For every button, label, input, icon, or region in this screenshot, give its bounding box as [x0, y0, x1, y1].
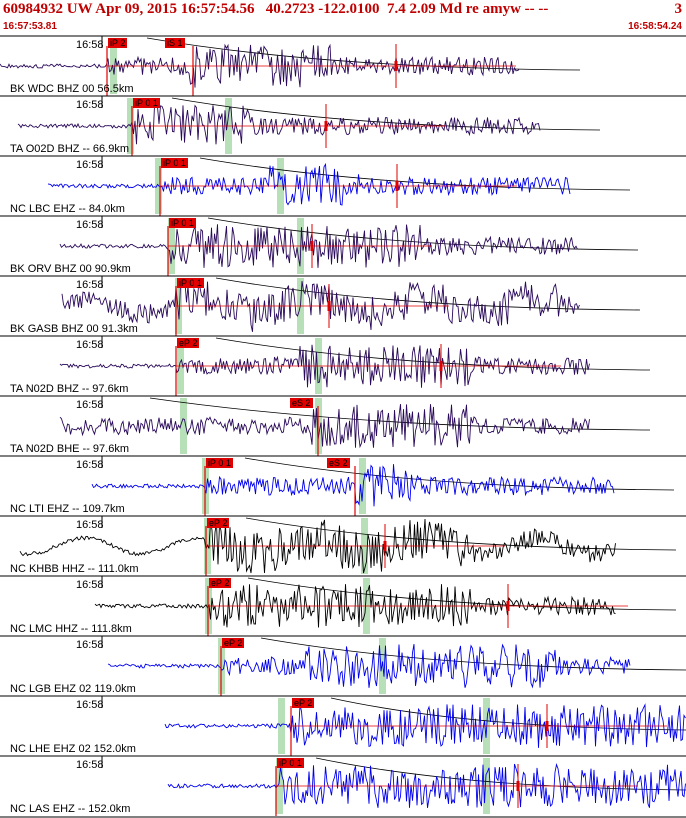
- p-pick-label[interactable]: eP 2: [292, 698, 315, 708]
- station-channel-label: BK WDC BHZ 00 56.5km: [10, 83, 134, 95]
- travel-time-curve: [244, 457, 675, 491]
- amplitude-marker-box: [395, 181, 399, 191]
- window-start-time: 16:57:53.81: [3, 21, 57, 32]
- panel-minute-label: 16:58: [76, 699, 104, 711]
- waveform-trace: [0, 43, 520, 88]
- amplitude-marker-box: [506, 601, 510, 611]
- waveform-trace: [19, 518, 616, 574]
- station-channel-label: NC LBC EHZ -- 84.0km: [10, 203, 125, 215]
- amplitude-marker-box: [383, 541, 387, 551]
- station-channel-label: TA O02D BHZ -- 66.9km: [10, 143, 129, 155]
- waveform-trace: [59, 404, 590, 449]
- s-window: [359, 458, 366, 514]
- travel-time-curve: [146, 37, 581, 71]
- window-end-time: 16:58:54.24: [628, 21, 682, 32]
- amplitude-marker-box: [545, 721, 549, 731]
- p-pick-label[interactable]: eP 2: [177, 338, 200, 348]
- station-channel-label: TA N02D BHE -- 97.6km: [10, 443, 129, 455]
- amplitude-marker-box: [394, 61, 398, 71]
- trace-panel[interactable]: [0, 95, 686, 156]
- station-channel-label: NC LGB EHZ 02 119.0km: [10, 683, 136, 695]
- p-pick-label[interactable]: iP 0 1: [177, 278, 204, 288]
- travel-time-curve: [207, 217, 639, 251]
- station-channel-label: TA N02D BHZ -- 97.6km: [10, 383, 129, 395]
- p-pick-label[interactable]: iP 2: [108, 38, 128, 48]
- p-pick-label[interactable]: eP 2: [222, 638, 245, 648]
- panel-minute-label: 16:58: [76, 459, 104, 471]
- waveform-trace: [107, 643, 631, 689]
- p-window: [278, 698, 285, 754]
- travel-time-curve: [199, 157, 631, 191]
- waveform-trace: [91, 464, 615, 507]
- p-pick-label[interactable]: eP 2: [207, 518, 230, 528]
- trace-panel[interactable]: [0, 695, 686, 756]
- trace-panel[interactable]: [0, 635, 686, 696]
- waveform-trace: [17, 104, 541, 145]
- s-pick-label[interactable]: iS 1: [165, 38, 185, 48]
- p-pick-label[interactable]: iP 0 1: [277, 758, 304, 768]
- waveform-trace: [59, 344, 590, 388]
- p-pick-label[interactable]: iP 0 1: [133, 98, 160, 108]
- panel-minute-label: 16:58: [76, 519, 104, 531]
- station-channel-label: NC KHBB HHZ -- 111.0km: [10, 563, 139, 575]
- waveform-trace: [167, 762, 686, 808]
- amplitude-marker-box: [324, 121, 328, 131]
- waveform-trace: [94, 584, 616, 628]
- travel-time-curve: [171, 97, 601, 131]
- waveform-trace: [59, 224, 578, 268]
- trace-panel[interactable]: [0, 515, 686, 576]
- station-channel-label: NC LMC HHZ -- 111.8km: [10, 623, 132, 635]
- trace-panel[interactable]: [0, 455, 686, 516]
- waveform-trace: [61, 281, 580, 332]
- waveform-trace: [47, 162, 571, 206]
- s-pick-label[interactable]: eS 2: [327, 458, 350, 468]
- panel-minute-label: 16:58: [76, 759, 104, 771]
- p-pick-label[interactable]: eP 2: [209, 578, 232, 588]
- waveform-trace: [164, 703, 686, 748]
- trace-panel[interactable]: [0, 335, 686, 396]
- s-pick-label[interactable]: eS 2: [290, 398, 313, 408]
- amplitude-marker-box: [327, 301, 331, 311]
- trace-panel[interactable]: [0, 275, 686, 336]
- panel-minute-label: 16:58: [76, 99, 104, 111]
- trace-panel[interactable]: [0, 575, 686, 636]
- station-channel-label: BK GASB BHZ 00 91.3km: [10, 323, 138, 335]
- travel-time-curve: [245, 517, 677, 551]
- amplitude-marker-box: [310, 241, 314, 251]
- panel-minute-label: 16:58: [76, 399, 104, 411]
- p-window: [180, 398, 187, 454]
- p-pick-label[interactable]: iP 0 1: [169, 218, 196, 228]
- p-pick-label[interactable]: iP 0 1: [161, 158, 188, 168]
- trace-panel[interactable]: [0, 395, 686, 456]
- amplitude-marker-box: [439, 361, 443, 371]
- panel-minute-label: 16:58: [76, 159, 104, 171]
- panel-minute-label: 16:58: [76, 39, 104, 51]
- amplitude-marker-box: [516, 781, 520, 791]
- travel-time-curve: [260, 637, 686, 671]
- panel-minute-label: 16:58: [76, 219, 104, 231]
- panel-minute-label: 16:58: [76, 579, 104, 591]
- travel-time-curve: [215, 337, 651, 371]
- panel-minute-label: 16:58: [76, 639, 104, 651]
- trace-panel[interactable]: [0, 155, 686, 216]
- trace-panel[interactable]: [0, 755, 686, 816]
- trace-count: 3: [674, 1, 683, 17]
- travel-time-curve: [330, 697, 686, 731]
- station-channel-label: NC LAS EHZ -- 152.0km: [10, 803, 131, 815]
- event-header-title: 60984932 UW Apr 09, 2015 16:57:54.56 40.…: [3, 1, 549, 17]
- p-pick-label[interactable]: iP 0 1: [206, 458, 233, 468]
- trace-panel[interactable]: [0, 35, 686, 96]
- panel-minute-label: 16:58: [76, 339, 104, 351]
- panel-minute-label: 16:58: [76, 279, 104, 291]
- trace-panel[interactable]: [0, 215, 686, 276]
- station-channel-label: NC LTI EHZ -- 109.7km: [10, 503, 125, 515]
- station-channel-label: BK ORV BHZ 00 90.9km: [10, 263, 131, 275]
- station-channel-label: NC LHE EHZ 02 152.0km: [10, 743, 136, 755]
